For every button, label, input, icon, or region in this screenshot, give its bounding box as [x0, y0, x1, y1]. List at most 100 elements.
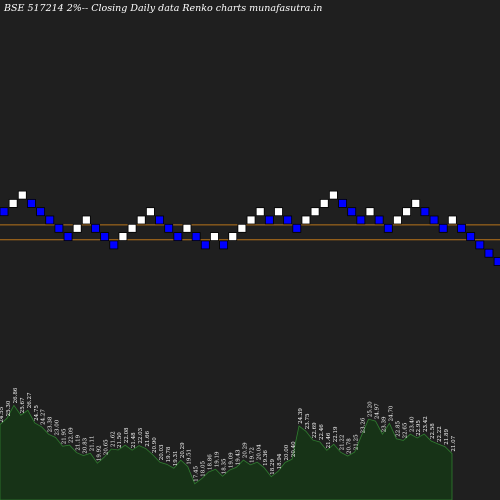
- brick-up: [237, 223, 247, 233]
- volume-label: 19.72: [249, 447, 255, 463]
- volume-label: 24.70: [388, 405, 394, 421]
- volume-label: 19.09: [228, 452, 234, 468]
- volume-label: 19.92: [96, 445, 102, 461]
- brick-down: [383, 223, 393, 233]
- brick-up: [365, 207, 375, 217]
- brick-down: [0, 207, 9, 217]
- volume-label: 20.29: [242, 442, 248, 458]
- volume-label: 18.05: [201, 461, 207, 477]
- volume-label: 20.78: [347, 438, 353, 454]
- volume-label: 22.85: [395, 421, 401, 437]
- volume-label: 22.65: [402, 422, 408, 438]
- volume-label: 24.27: [41, 409, 47, 425]
- volume-label: 26.86: [13, 387, 19, 403]
- volume-label: 20.83: [82, 437, 88, 453]
- volume-label: 20.04: [256, 444, 262, 460]
- brick-down: [457, 223, 466, 233]
- brick-down: [264, 215, 274, 225]
- brick-up: [301, 215, 311, 225]
- brick-up: [182, 223, 192, 233]
- volume-label: 24.75: [34, 405, 40, 421]
- brick-down: [438, 223, 448, 233]
- renko-bricks: [0, 190, 500, 266]
- brick-down: [54, 223, 64, 233]
- volume-label: 22.46: [319, 424, 325, 440]
- volume-label: 21.22: [340, 435, 346, 451]
- volume-label: 23.39: [381, 416, 387, 432]
- volume-label: 19.78: [166, 446, 172, 462]
- volume-label: 22.22: [437, 426, 443, 442]
- volume-label: 18.35: [222, 458, 228, 474]
- volume-label: 21.46: [326, 432, 332, 448]
- volume-label: 25.30: [6, 400, 12, 416]
- brick-down: [338, 198, 347, 208]
- volume-label: 23.26: [361, 417, 367, 433]
- volume-label: 24.39: [298, 408, 304, 424]
- brick-down: [493, 257, 500, 266]
- volume-label: 21.48: [131, 432, 137, 448]
- volume-label: 21.19: [75, 434, 81, 450]
- brick-up: [274, 207, 283, 217]
- brick-down: [164, 223, 174, 233]
- brick-up: [127, 223, 137, 233]
- volume-label: 19.31: [173, 451, 179, 467]
- brick-down: [475, 240, 485, 250]
- volume-label: 22.58: [430, 423, 436, 439]
- volume-label: 19.43: [235, 449, 241, 465]
- brick-down: [27, 198, 36, 208]
- brick-down: [283, 215, 293, 225]
- brick-down: [63, 232, 73, 242]
- brick-up: [228, 232, 238, 242]
- brick-up: [246, 215, 256, 225]
- support-lines: [0, 224, 500, 241]
- volume-label: 25.67: [20, 397, 26, 413]
- volume-label: 19.36: [263, 450, 269, 466]
- brick-down: [109, 240, 119, 250]
- volume-label: 18.86: [208, 454, 214, 470]
- brick-down: [191, 232, 201, 242]
- brick-up: [145, 207, 155, 217]
- volume-label: 19.19: [215, 451, 221, 467]
- volume-label: 21.25: [354, 434, 360, 450]
- brick-up: [328, 190, 338, 200]
- volume-label: 23.42: [423, 416, 429, 432]
- volume-label: 20.03: [159, 444, 165, 460]
- brick-up: [81, 215, 91, 225]
- brick-up: [210, 232, 219, 242]
- volume-label: 23.40: [409, 416, 415, 432]
- brick-up: [319, 198, 329, 208]
- brick-down: [100, 232, 110, 242]
- volume-label: 21.95: [62, 428, 68, 444]
- volume-label: 21.89: [444, 429, 450, 445]
- volume-area-path: [0, 404, 453, 500]
- brick-down: [36, 207, 45, 217]
- brick-up: [136, 215, 146, 225]
- volume-label: 21.11: [89, 436, 95, 452]
- brick-down: [219, 240, 229, 250]
- volume-label: 25.20: [368, 401, 374, 417]
- brick-down: [45, 215, 55, 225]
- brick-down: [484, 248, 494, 258]
- brick-up: [17, 190, 27, 200]
- volume-label: 20.29: [180, 442, 186, 458]
- brick-down: [173, 232, 183, 242]
- brick-down: [374, 215, 384, 225]
- volume-label: 18.29: [270, 459, 276, 475]
- volume-label: 23.38: [48, 416, 54, 432]
- brick-up: [411, 198, 421, 208]
- brick-down: [91, 223, 100, 233]
- volume-label: 20.90: [152, 437, 158, 453]
- volume-label: 22.03: [138, 427, 144, 443]
- volume-area: [0, 404, 453, 500]
- chart-title: BSE 517214 2%-- Closing Daily data Renko…: [3, 3, 322, 14]
- volume-label: 22.09: [69, 427, 75, 443]
- volume-label: 22.95: [416, 420, 422, 436]
- volume-label: 22.69: [312, 422, 318, 438]
- brick-up: [118, 232, 128, 242]
- brick-up: [8, 198, 18, 208]
- volume-label: 21.66: [145, 430, 151, 446]
- volume-label: 21.07: [451, 435, 457, 451]
- brick-down: [200, 240, 210, 250]
- volume-label: 18.94: [277, 453, 283, 469]
